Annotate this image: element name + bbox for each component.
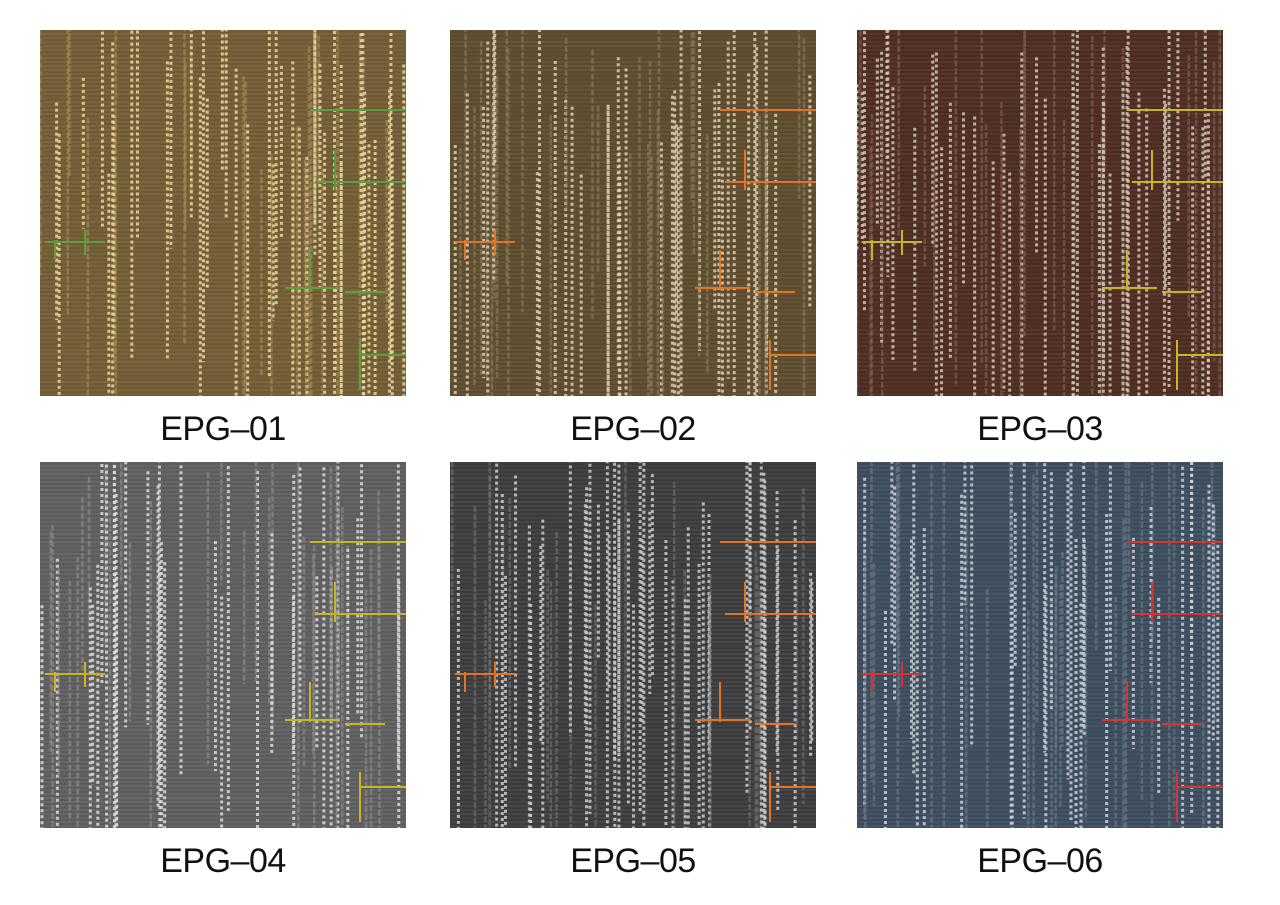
swatch-base	[450, 30, 816, 396]
swatch-image	[40, 30, 406, 396]
swatch-label: EPG–04	[160, 842, 286, 880]
swatch-image	[450, 30, 816, 396]
swatch-image	[857, 30, 1223, 396]
swatch-base	[857, 30, 1223, 396]
swatch-label: EPG–02	[570, 410, 696, 448]
swatch-label: EPG–06	[977, 842, 1103, 880]
swatch-label: EPG–01	[160, 410, 286, 448]
swatch-label: EPG–05	[570, 842, 696, 880]
swatch-image	[857, 462, 1223, 828]
swatch-image	[40, 462, 406, 828]
swatch-image	[450, 462, 816, 828]
swatch-label: EPG–03	[977, 410, 1103, 448]
